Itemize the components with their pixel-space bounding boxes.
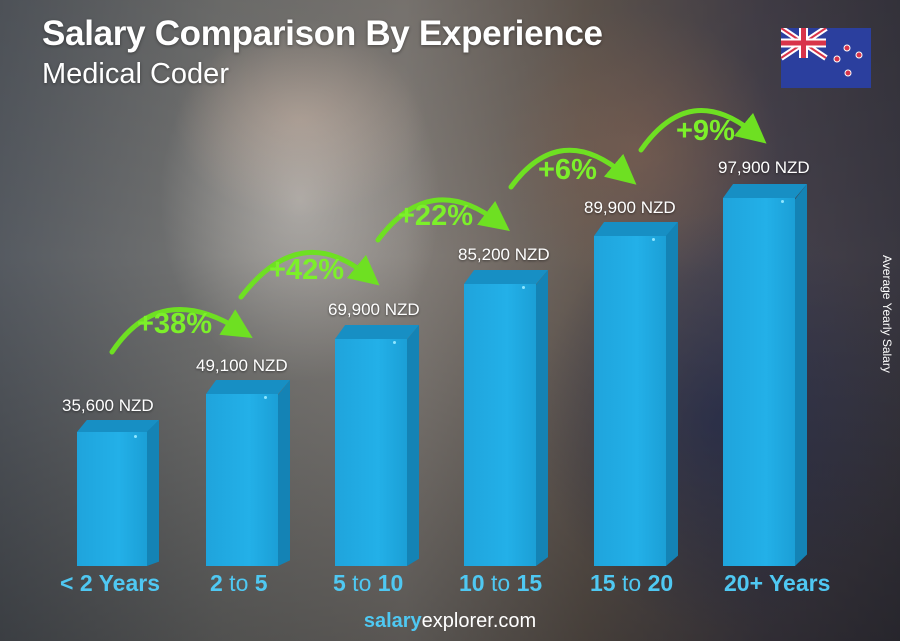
percent-increase: +6% xyxy=(538,154,597,186)
category-label: 15 to 20 xyxy=(590,570,674,596)
value-label: 89,900 NZD xyxy=(584,198,676,217)
bar-5-10 xyxy=(335,325,419,566)
site-brand-link[interactable]: salaryexplorer.com xyxy=(363,610,537,632)
value-label: 35,600 NZD xyxy=(62,396,154,415)
category-label: 5 to 10 xyxy=(333,570,404,596)
nz-flag-icon xyxy=(781,28,871,88)
bar-2-5 xyxy=(206,380,290,566)
category-label: 10 to 15 xyxy=(459,570,543,596)
percent-increase: +38% xyxy=(137,308,212,340)
category-label: 20+ Years xyxy=(724,570,831,596)
chart-title: Salary Comparison By Experience xyxy=(42,14,603,53)
value-label: 85,200 NZD xyxy=(458,245,550,264)
value-label: 49,100 NZD xyxy=(196,356,288,375)
category-label: 2 to 5 xyxy=(210,570,268,596)
chart-subtitle: Medical Coder xyxy=(42,58,229,90)
percent-increase: +22% xyxy=(398,200,473,232)
bar-10-15 xyxy=(464,270,548,566)
value-label: 69,900 NZD xyxy=(328,300,420,319)
percent-increase: +9% xyxy=(676,115,735,147)
percent-increase: +42% xyxy=(269,254,344,286)
y-axis-label: Average Yearly Salary xyxy=(880,255,894,373)
value-label: 97,900 NZD xyxy=(718,158,810,177)
bar-20plus xyxy=(723,184,807,566)
bar-15-20 xyxy=(594,222,678,566)
bar-lt2 xyxy=(77,420,159,566)
category-label: < 2 Years xyxy=(60,570,160,596)
